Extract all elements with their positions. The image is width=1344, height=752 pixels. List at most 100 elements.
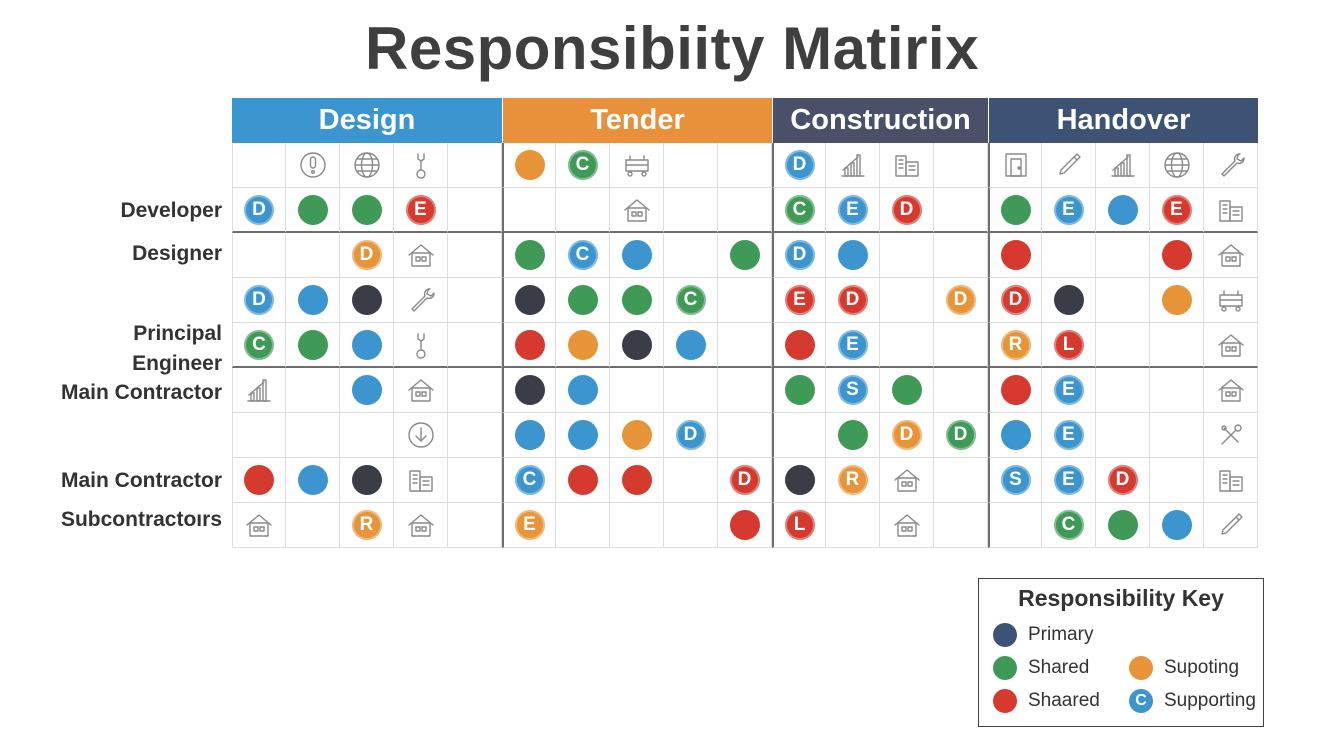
matrix-cell: S	[826, 368, 880, 413]
matrix-cell	[934, 458, 988, 503]
matrix-cell	[1096, 323, 1150, 368]
matrix-cell	[610, 323, 664, 368]
role-badge-d: D	[891, 420, 922, 450]
matrix-cell: C	[556, 143, 610, 188]
matrix-cell	[880, 323, 934, 368]
matrix-cell: C	[772, 188, 826, 233]
responsibility-dot	[729, 240, 760, 270]
responsibility-dot	[1161, 285, 1192, 315]
responsibility-dot	[621, 285, 652, 315]
matrix-cell: E	[1150, 188, 1204, 233]
matrix-cell	[286, 413, 340, 458]
matrix-cell	[880, 278, 934, 323]
house-icon	[1216, 240, 1246, 270]
matrix-cell	[718, 413, 772, 458]
matrix-cell	[880, 143, 934, 188]
building-icon	[1216, 195, 1246, 225]
matrix-cell	[880, 458, 934, 503]
matrix-cell	[610, 233, 664, 278]
responsibility-dot	[514, 420, 545, 450]
matrix-cell	[556, 458, 610, 503]
responsibility-dot	[1107, 194, 1138, 225]
responsibility-dot	[784, 329, 815, 360]
house-icon	[1216, 375, 1246, 405]
role-badge-d: D	[729, 465, 760, 495]
matrix-cell	[934, 143, 988, 188]
matrix-cell	[610, 278, 664, 323]
matrix-cell	[1204, 233, 1258, 278]
house-icon	[892, 510, 922, 540]
responsibility-dot	[837, 240, 868, 270]
matrix-cell: S	[988, 458, 1042, 503]
role-badge-d: D	[891, 194, 922, 225]
matrix-cell	[286, 143, 340, 188]
matrix-cell	[1096, 503, 1150, 548]
role-badge-e: E	[1053, 194, 1084, 225]
responsibility-dot	[621, 420, 652, 450]
role-badge-s: S	[1000, 465, 1031, 495]
role-badge-e: E	[1053, 375, 1084, 405]
matrix-cell: R	[340, 503, 394, 548]
matrix-cell	[286, 368, 340, 413]
matrix-cell	[232, 143, 286, 188]
house-icon	[406, 375, 436, 405]
matrix-cell	[988, 188, 1042, 233]
matrix-cell	[718, 278, 772, 323]
matrix-cell	[556, 323, 610, 368]
responsibility-dot	[1000, 375, 1031, 405]
matrix-cell	[1150, 503, 1204, 548]
responsibility-dot	[837, 420, 868, 450]
matrix-cell: E	[502, 503, 556, 548]
responsibility-dot	[351, 465, 382, 495]
matrix-cell	[1042, 143, 1096, 188]
matrix-cell	[718, 143, 772, 188]
tool-icon	[406, 330, 436, 360]
matrix-cell	[1096, 188, 1150, 233]
responsibility-dot	[675, 329, 706, 360]
matrix-cell: E	[772, 278, 826, 323]
wrench-icon	[1216, 150, 1246, 180]
role-badge-c: C	[244, 329, 274, 360]
matrix-cell	[664, 458, 718, 503]
role-badge-d: D	[784, 240, 815, 270]
download-icon	[406, 420, 436, 450]
legend-item-primary: Primary	[993, 623, 1093, 647]
matrix-cell	[880, 368, 934, 413]
legend-label: Supporting	[1164, 690, 1256, 711]
matrix-cell	[664, 233, 718, 278]
responsibility-dot	[567, 329, 598, 360]
matrix-cell: E	[1042, 458, 1096, 503]
legend-label: Shaared	[1028, 690, 1100, 711]
matrix-cell	[340, 413, 394, 458]
matrix-cell: E	[826, 323, 880, 368]
matrix-cell	[448, 368, 502, 413]
responsibility-dot	[621, 329, 652, 360]
responsibility-dot	[297, 194, 328, 225]
role-badge-e: E	[784, 285, 815, 315]
matrix-cell	[232, 413, 286, 458]
legend-swatch	[993, 656, 1017, 680]
responsibility-dot	[297, 465, 328, 495]
matrix-cell: C	[232, 323, 286, 368]
matrix-cell	[394, 278, 448, 323]
matrix-cell	[286, 278, 340, 323]
responsibility-dot	[1000, 240, 1031, 270]
matrix-cell	[934, 233, 988, 278]
role-badge-e: E	[1053, 465, 1084, 495]
responsibility-dot	[1161, 510, 1192, 540]
matrix-cell	[664, 368, 718, 413]
role-badge-d: D	[675, 420, 706, 450]
legend-label: Primary	[1028, 624, 1094, 645]
matrix-cell	[502, 278, 556, 323]
matrix-cell	[448, 323, 502, 368]
wrench-icon	[406, 285, 436, 315]
matrix-cell	[1204, 143, 1258, 188]
matrix-cell: D	[826, 278, 880, 323]
role-badge-c: C	[675, 285, 706, 315]
matrix-cell	[448, 233, 502, 278]
role-badge-e: E	[405, 194, 436, 225]
matrix-cell	[988, 413, 1042, 458]
role-badge-c: C	[567, 150, 598, 180]
matrix-cell	[502, 413, 556, 458]
matrix-cell	[232, 458, 286, 503]
